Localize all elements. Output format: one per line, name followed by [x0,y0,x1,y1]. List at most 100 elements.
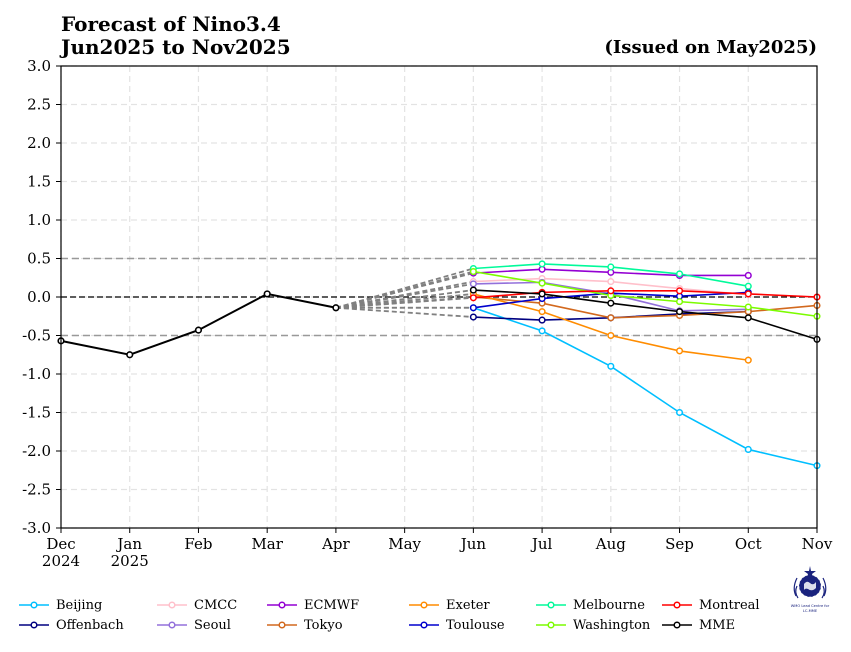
x-tick-label: Jul [530,535,553,553]
forecast-connectors [335,267,474,318]
series-lines [473,263,818,467]
legend-swatch [267,621,297,629]
observed-series [60,292,337,356]
legend-item-toulouse: Toulouse [408,616,505,634]
legend-label: Toulouse [446,617,505,633]
legend-item-montreal: Montreal [661,596,760,614]
legend-swatch [409,601,439,609]
marker-offenbach [538,316,546,324]
x-tick-label: Aug [595,535,626,553]
legend-item-washington: Washington [535,616,650,634]
y-tick-label: -2.5 [22,481,51,499]
marker-exeter [675,347,684,355]
marker-washington [538,279,546,287]
marker-cmcc [607,278,615,286]
logo-caption-line1: WMO Lead Centre for [791,604,830,608]
marker-beijing [607,362,615,370]
y-tick-label: 1.0 [27,211,51,229]
legend-swatch [409,621,439,629]
legend-label: Montreal [699,597,760,613]
legend-label: Melbourne [573,597,645,613]
legend-item-ecmwf: ECMWF [266,596,359,614]
connector-mme [335,289,474,309]
legend-swatch [662,601,692,609]
series-line-mme [473,289,818,341]
chart-title-line2: Jun2025 to Nov2025 [61,35,291,59]
marker-beijing [675,408,684,417]
x-tick-label: Feb [184,535,212,553]
legend-label: Exeter [446,597,490,613]
marker-melbourne [744,282,752,290]
marker-mme [744,314,752,322]
legend-item-beijing: Beijing [18,596,102,614]
legend-label: MME [699,617,736,633]
marker-exeter [607,331,615,340]
marker-offenbach [469,313,477,321]
marker-melbourne [538,260,546,268]
observed-line [60,292,337,356]
marker-beijing [538,327,546,335]
legend-swatch [157,601,187,609]
legend-item-exeter: Exeter [408,596,490,614]
wmo-logo: WMO Lead Centre for LC-MME [788,566,832,616]
connector-cmcc [335,280,474,309]
series-line-washington [473,270,818,318]
legend-swatch [19,621,49,629]
y-tick-label: 2.0 [27,134,51,152]
y-tick-label: 0.0 [27,288,51,306]
legend-swatch [157,621,187,629]
legend-label: Tokyo [304,617,343,633]
y-tick-label: -1.0 [22,365,51,383]
connector-montreal [335,296,474,309]
y-tick-label: -3.0 [22,519,51,537]
legend-label: Washington [573,617,651,633]
y-tick-label: -0.5 [22,327,51,345]
marker-toulouse [469,304,477,312]
marker-beijing [744,445,752,454]
observed-marker [194,326,203,334]
marker-tokyo [607,314,615,322]
legend-swatch [267,601,297,609]
legend-label: Offenbach [56,617,124,633]
observed-marker [332,304,340,312]
marker-montreal [607,287,615,295]
observed-marker [126,351,134,359]
marker-melbourne [607,263,615,271]
marker-washington [675,298,684,306]
series-line-tokyo [473,296,818,319]
x-tick-label: May [388,535,421,553]
marker-exeter [538,308,546,316]
marker-mme [607,299,615,307]
series-line-beijing [473,307,818,467]
marker-washington [469,268,477,276]
issued-label: (Issued on May2025) [604,37,817,58]
legend-label: ECMWF [304,597,360,613]
observed-marker [263,290,271,298]
x-tick-year-label: 2024 [42,552,80,570]
marker-mme [675,308,684,316]
series-markers [57,260,821,470]
x-tick-label: Apr [321,535,350,553]
marker-ecmwf [744,271,752,279]
marker-mme [469,286,477,294]
marker-montreal [675,287,684,295]
marker-mme [538,290,546,298]
marker-exeter [744,356,752,364]
marker-seoul [469,280,477,288]
marker-melbourne [675,270,684,278]
logo-caption-line2: LC-MME [803,609,818,613]
x-tick-label: Sep [665,535,694,553]
legend-swatch [536,601,566,609]
y-tick-label: 2.5 [27,96,51,114]
marker-montreal [744,290,752,298]
y-axis-ticks: 3.0 2.5 2.0 1.5 1.0 0.5 0.0 -0.5 -1.0 -1.5 -2.0 -2.… [22,57,61,537]
y-tick-label: 0.5 [27,250,51,268]
marker-washington [744,303,752,311]
legend-label: Seoul [194,617,231,633]
connector-exeter [335,293,474,309]
wmo-emblem-icon: WMO Lead Centre for LC-MME [791,566,830,613]
x-tick-label: Oct [735,535,762,553]
x-tick-label: Nov [802,535,833,553]
